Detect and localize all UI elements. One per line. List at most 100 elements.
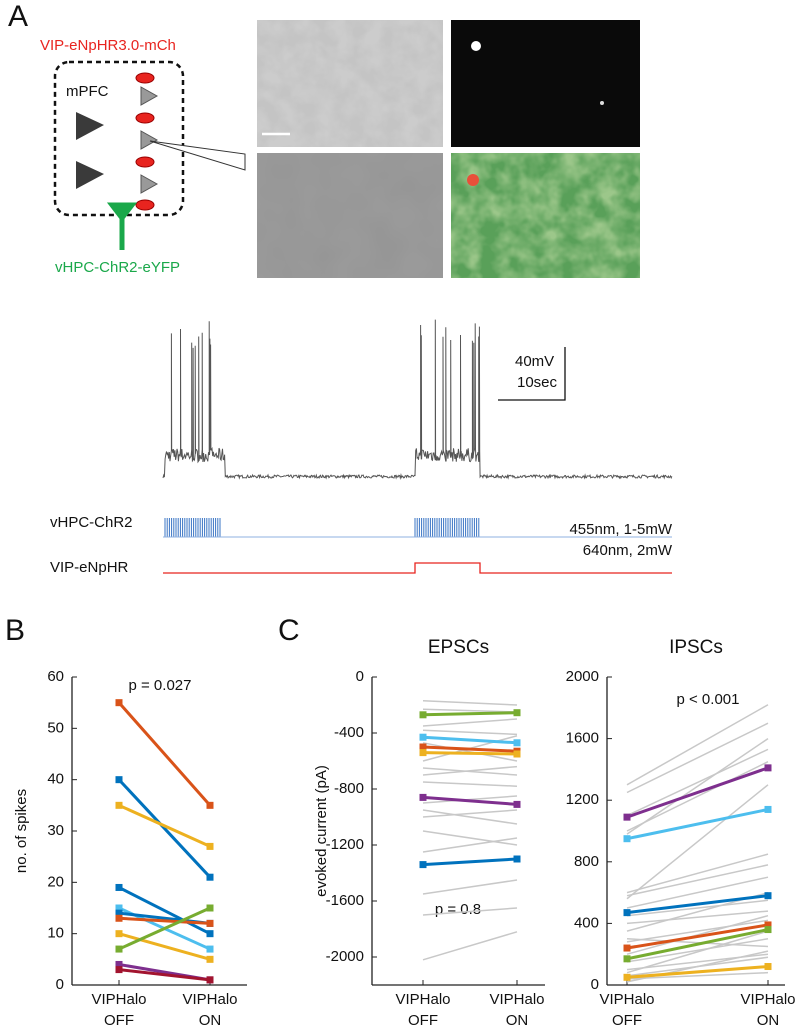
- marker: [115, 699, 123, 707]
- series-line: [118, 932, 211, 961]
- marker: [419, 749, 427, 757]
- series-line: [422, 751, 518, 756]
- series-line: [422, 830, 518, 846]
- series-line: [626, 748, 769, 817]
- pipette: [149, 140, 246, 171]
- series-line: [626, 965, 769, 979]
- series-line: [422, 809, 518, 825]
- marker: [513, 800, 521, 808]
- marker: [623, 955, 631, 963]
- marker: [206, 801, 214, 809]
- series-line: [626, 761, 769, 832]
- marker: [623, 835, 631, 843]
- series-line: [422, 700, 518, 706]
- marker: [513, 739, 521, 747]
- marker: [513, 855, 521, 863]
- series-line: [626, 928, 769, 961]
- series-line: [118, 906, 211, 951]
- series-line: [422, 735, 518, 745]
- panel-label: B: [5, 614, 25, 647]
- x-tick-label: VIPHalo ON: [740, 991, 796, 1029]
- marker: [115, 960, 123, 968]
- series-line: [626, 807, 769, 841]
- x-tick-label: VIPHalo OFF: [599, 991, 655, 1029]
- marker: [206, 955, 214, 963]
- annotation: p = 0.8: [435, 901, 481, 918]
- marker: [115, 883, 123, 891]
- y-tick-label: -400: [334, 724, 364, 741]
- marker: [764, 764, 772, 772]
- marker: [764, 892, 772, 900]
- scale-label: 10sec: [517, 374, 558, 391]
- stim-label: VIP-eNpHR: [50, 559, 129, 576]
- panel-label: C: [278, 614, 300, 647]
- y-tick-label: 2000: [566, 668, 599, 685]
- series-line: [422, 809, 518, 818]
- marker: [206, 945, 214, 953]
- series-line: [422, 765, 518, 776]
- series-line: [422, 837, 518, 853]
- series-line: [626, 864, 769, 897]
- annotation: p = 0.027: [129, 677, 192, 694]
- y-tick-label: 0: [591, 976, 599, 993]
- marker: [206, 976, 214, 984]
- marker: [513, 750, 521, 758]
- marker: [206, 930, 214, 938]
- series-line: [422, 708, 518, 713]
- series-line: [626, 914, 769, 955]
- marker: [513, 709, 521, 717]
- series-line: [626, 853, 769, 894]
- pyramidal-cell: [76, 161, 104, 189]
- marker: [115, 930, 123, 938]
- y-tick-label: -1600: [326, 892, 364, 909]
- marker: [764, 921, 772, 929]
- marker: [115, 966, 123, 974]
- series-line: [626, 737, 769, 835]
- pyramidal-cell: [76, 112, 104, 140]
- y-tick-label: 60: [47, 668, 64, 685]
- micrograph-texture: [257, 20, 443, 147]
- series-line: [422, 795, 518, 806]
- y-tick-label: -2000: [326, 948, 364, 965]
- scale-bar: [498, 347, 566, 401]
- micrograph-texture: [451, 153, 640, 278]
- diagram-label: VIP-eNpHR3.0-mCh: [40, 37, 176, 54]
- marker: [419, 743, 427, 751]
- vip-cells: [135, 72, 155, 211]
- marker: [623, 944, 631, 952]
- hpc-input: [106, 202, 138, 250]
- y-tick-label: 20: [47, 873, 64, 890]
- chart-title: IPSCs: [669, 637, 723, 658]
- marker: [115, 776, 123, 784]
- marker: [206, 919, 214, 927]
- y-axis-label: evoked current (pA): [313, 765, 330, 897]
- series-line: [422, 718, 518, 727]
- y-tick-label: 50: [47, 719, 64, 736]
- marker: [115, 909, 123, 917]
- marker: [115, 801, 123, 809]
- micrograph: [451, 20, 640, 147]
- halo-stim: [163, 562, 672, 574]
- series-line: [422, 879, 518, 895]
- series-line: [118, 803, 211, 848]
- series-line: [422, 781, 518, 787]
- series-line: [117, 701, 212, 807]
- series-line: [422, 745, 518, 753]
- y-tick-label: -1200: [326, 836, 364, 853]
- series-line: [626, 766, 769, 819]
- series-line: [626, 930, 769, 974]
- x-tick-label: VIPHalo OFF: [91, 991, 147, 1029]
- series-line: [422, 711, 518, 717]
- series-line: [626, 704, 769, 786]
- micrograph-texture: [257, 153, 443, 278]
- marker: [623, 973, 631, 981]
- voltage-trace: [162, 319, 673, 480]
- series-line: [422, 857, 518, 867]
- scale-label: 40mV: [515, 353, 554, 370]
- stim-param: 640nm, 2mW: [583, 542, 673, 559]
- y-tick-label: 10: [47, 925, 64, 942]
- cell-spot: [600, 101, 604, 105]
- y-tick-label: 400: [574, 914, 599, 931]
- marker: [419, 733, 427, 741]
